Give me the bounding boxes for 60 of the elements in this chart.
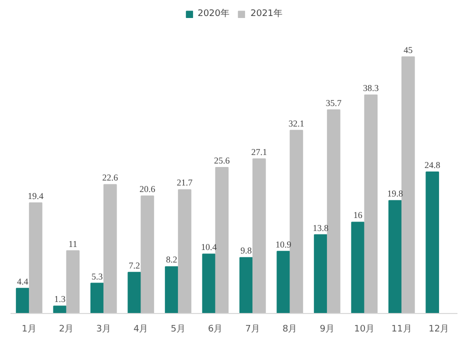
data-label: 10.4 <box>200 242 218 252</box>
x-tick-label: 2月 <box>59 324 74 334</box>
bar <box>326 109 340 314</box>
x-tick-label: 3月 <box>96 324 111 334</box>
data-label: 10.9 <box>275 239 292 250</box>
bar <box>276 250 290 314</box>
data-label: 25.6 <box>214 155 230 166</box>
data-label: 35.7 <box>326 98 342 108</box>
data-label: 9.8 <box>240 246 252 256</box>
data-label: 32.1 <box>288 118 304 128</box>
x-tick-label: 9月 <box>320 324 334 334</box>
x-tick-label: 1月 <box>22 324 36 334</box>
bar <box>90 282 104 314</box>
data-label: 19.4 <box>28 190 44 201</box>
bar <box>401 56 415 314</box>
data-label: 7.2 <box>128 260 140 270</box>
data-label: 22.6 <box>102 172 119 183</box>
data-label: 4.4 <box>16 276 29 286</box>
bar <box>66 250 80 314</box>
bar <box>314 234 328 314</box>
bar <box>128 272 142 314</box>
legend-label: 2021年 <box>250 8 282 20</box>
data-label: 11 <box>68 238 78 249</box>
bar <box>28 202 42 314</box>
legend-label: 2020年 <box>198 8 230 20</box>
bar <box>215 166 229 314</box>
data-label: 38.3 <box>363 83 380 94</box>
bar <box>16 288 30 314</box>
data-label: 8.2 <box>166 254 178 265</box>
bar <box>426 172 440 314</box>
data-label: 16 <box>353 210 363 220</box>
x-tick-label: 6月 <box>208 324 223 334</box>
x-tick-label: 4月 <box>134 324 148 334</box>
x-tick-label: 12月 <box>428 324 450 334</box>
data-label: 5.3 <box>91 271 104 282</box>
bar <box>364 94 378 314</box>
bar <box>140 196 154 314</box>
x-tick-label: 8月 <box>282 324 298 334</box>
x-tick-label: 11月 <box>391 324 412 334</box>
data-label: 19.8 <box>387 188 404 199</box>
bar <box>388 200 402 314</box>
x-tick-label: 5月 <box>170 324 186 334</box>
data-label: 45 <box>404 44 414 55</box>
bar <box>290 130 304 314</box>
data-label: 21.7 <box>176 178 194 188</box>
data-label: 1.3 <box>54 294 66 304</box>
data-label: 13.8 <box>312 222 329 233</box>
x-tick-label: 10月 <box>354 324 375 334</box>
bar <box>103 184 117 314</box>
bar <box>178 189 192 314</box>
data-label: 24.8 <box>424 160 441 170</box>
bar <box>53 306 67 314</box>
data-label: 27.1 <box>251 146 268 157</box>
bar <box>239 257 253 314</box>
bar <box>202 254 216 314</box>
x-tick-label: 7月 <box>245 324 260 334</box>
bar <box>164 266 178 314</box>
bar <box>252 158 266 314</box>
data-label: 20.6 <box>140 184 156 194</box>
bar <box>351 222 365 314</box>
